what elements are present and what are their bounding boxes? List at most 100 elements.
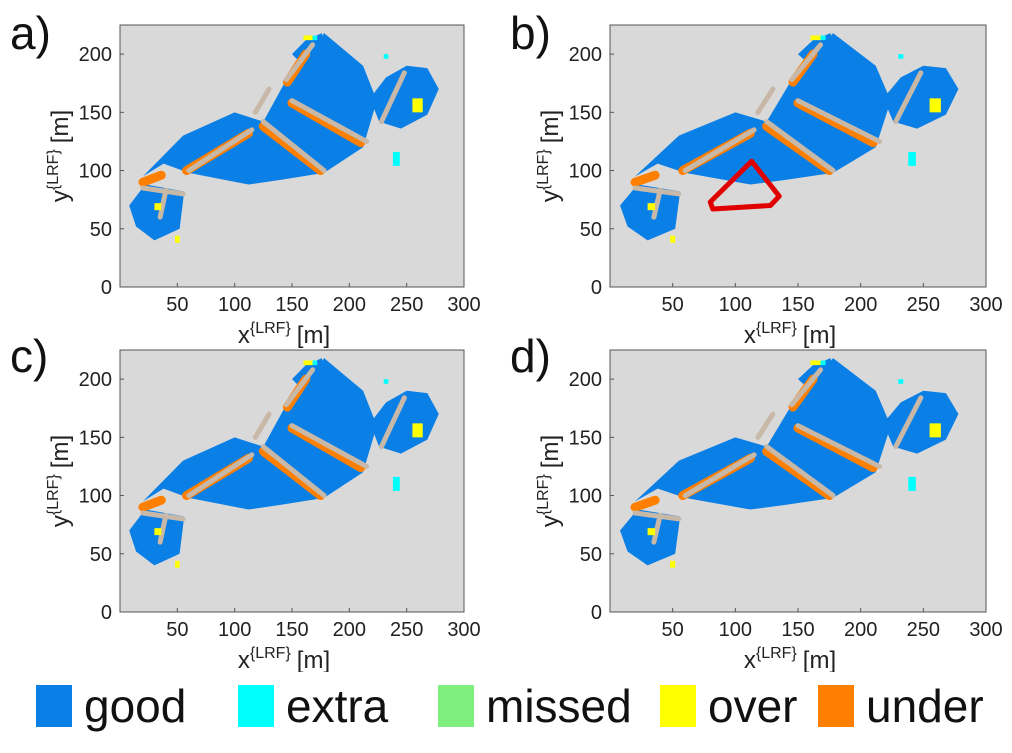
legend-label-extra: extra [286,680,389,732]
field-boundary-1 [140,185,186,197]
field-boundary-8 [893,70,924,125]
y-tick-label: 200 [569,44,602,66]
y-axis-label: y{LRF}[m] [535,435,564,527]
over-region-4 [810,35,821,41]
field-boundary-2 [157,187,169,220]
y-tick-label: 200 [569,369,602,391]
extra-region-2 [392,151,400,166]
field-boundary-2 [651,512,663,545]
y-tick-label: 200 [79,369,112,391]
y-tick-label: 100 [79,161,112,183]
field-boundary-8 [378,70,407,125]
x-tick-label: 150 [275,294,308,316]
y-tick-label: 100 [569,486,602,508]
x-axis-label: x{LRF} [m] [238,320,330,349]
field-boundary-2 [651,187,663,220]
x-tick-label: 100 [719,294,752,316]
parcel-good-1 [129,184,185,241]
legend-label-good: good [84,680,187,732]
legend-item-extra: extra [238,680,388,732]
field-boundary-1 [632,185,682,197]
over-region-2 [670,235,676,243]
field-boundary-7 [789,367,824,408]
x-tick-label: 150 [781,619,814,641]
extra-region-1 [383,54,389,59]
field-boundary-6 [795,98,882,144]
over-region-1 [154,203,162,211]
x-tick-label: 100 [218,294,251,316]
legend-item-missed: missed [438,680,632,732]
x-tick-label: 150 [781,294,814,316]
y-tick-label: 0 [101,277,112,299]
under-region-5 [630,170,660,187]
field-boundary-5 [260,119,327,174]
over-region-1 [647,528,656,536]
over-region-4 [303,35,313,41]
highlight-region [707,158,782,212]
legend-swatch-extra [238,685,274,727]
field-boundary-5 [764,119,836,174]
extra-region-3 [820,35,826,41]
legend-label-under: under [866,680,984,732]
y-axis-label: y{LRF}[m] [45,435,74,527]
panel-label: d) [510,330,551,382]
panel-label: a) [10,7,51,59]
panel-label: c) [10,330,48,382]
x-tick-label: 200 [844,619,877,641]
field-boundary-7 [283,367,316,408]
y-axis-label: y{LRF}[m] [535,110,564,202]
legend-item-under: under [818,680,984,732]
x-tick-label: 300 [447,294,480,316]
x-axis-label: x{LRF} [m] [744,645,836,672]
y-tick-label: 100 [79,486,112,508]
over-region-4 [810,360,821,366]
x-tick-label: 150 [275,619,308,641]
extra-region-3 [312,360,318,366]
x-tick-label: 50 [166,619,188,641]
x-tick-label: 200 [844,294,877,316]
y-tick-label: 200 [79,44,112,66]
legend-swatch-under [818,685,854,727]
over-region-2 [670,560,676,568]
field-boundary-4 [252,86,272,115]
field-boundary-5 [260,444,327,499]
over-region-3 [412,423,423,438]
y-tick-label: 50 [90,219,112,241]
panel-label: b) [510,7,551,59]
field-boundary-8 [378,395,407,450]
parcel-good-2 [142,358,377,510]
x-tick-label: 50 [662,294,684,316]
over-region-1 [647,203,656,211]
parcel-good-2 [635,358,891,510]
legend-swatch-over [660,685,696,727]
field-boundary-4 [755,86,776,115]
y-axis-label: y{LRF}[m] [45,110,74,202]
x-tick-label: 250 [390,294,423,316]
x-tick-label: 250 [907,619,940,641]
legend-item-good: good [36,680,186,732]
legend-item-over: over [660,680,797,732]
x-axis-label: x{LRF} [m] [238,645,330,672]
over-region-2 [175,235,180,243]
field-boundary-3 [682,452,757,499]
x-tick-label: 50 [662,619,684,641]
over-region-3 [929,423,941,438]
field-boundary-3 [186,452,255,499]
field-boundary-8 [893,395,924,450]
y-tick-label: 50 [90,544,112,566]
x-tick-label: 250 [390,619,423,641]
y-tick-label: 100 [569,161,602,183]
x-tick-label: 300 [969,294,1002,316]
extra-region-1 [383,379,389,384]
x-tick-label: 200 [333,294,366,316]
x-tick-label: 200 [333,619,366,641]
parcel-good-2 [635,33,891,185]
parcel-good-2 [142,33,377,185]
y-tick-label: 150 [79,427,112,449]
over-region-1 [154,528,162,536]
extra-region-2 [908,476,916,491]
x-tick-label: 50 [166,294,188,316]
legend-swatch-good [36,685,72,727]
